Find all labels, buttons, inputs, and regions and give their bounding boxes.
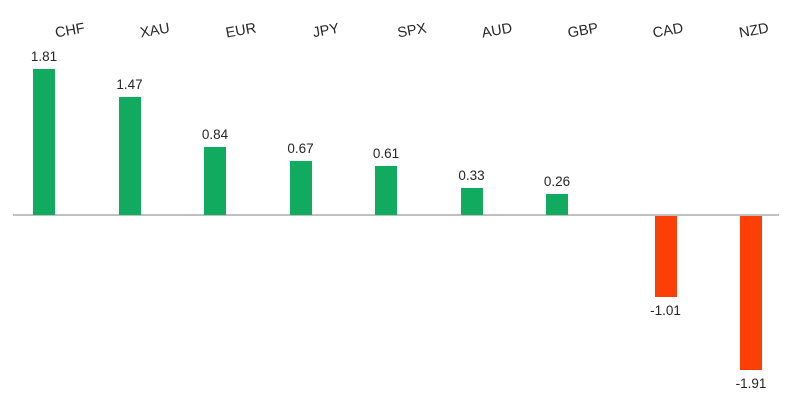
category-label: CAD [651, 20, 685, 42]
bar [460, 188, 483, 215]
value-label: 1.81 [30, 49, 58, 65]
bar [118, 96, 141, 215]
category-label: SPX [395, 20, 428, 42]
category-label: EUR [224, 20, 257, 42]
category-label: NZD [737, 20, 770, 42]
bar [375, 165, 397, 215]
category-label: XAU [138, 20, 172, 42]
category-label: JPY [311, 20, 341, 42]
bar [204, 147, 226, 215]
value-label: -1.01 [650, 303, 681, 319]
bar [740, 216, 762, 370]
category-label: AUD [480, 20, 514, 42]
value-label: 0.67 [287, 141, 314, 157]
value-label: 0.84 [201, 127, 229, 143]
value-label: 1.47 [116, 76, 143, 92]
value-label: 0.33 [458, 168, 485, 184]
value-label: -1.91 [735, 375, 767, 391]
bar [546, 194, 568, 215]
bar [33, 69, 55, 215]
value-label: 0.26 [543, 174, 571, 190]
category-label: CHF [53, 20, 86, 42]
bar [289, 161, 312, 215]
x-axis-line [13, 214, 779, 216]
category-label: GBP [566, 20, 599, 42]
bar [654, 216, 677, 298]
value-label: 0.61 [372, 145, 400, 161]
